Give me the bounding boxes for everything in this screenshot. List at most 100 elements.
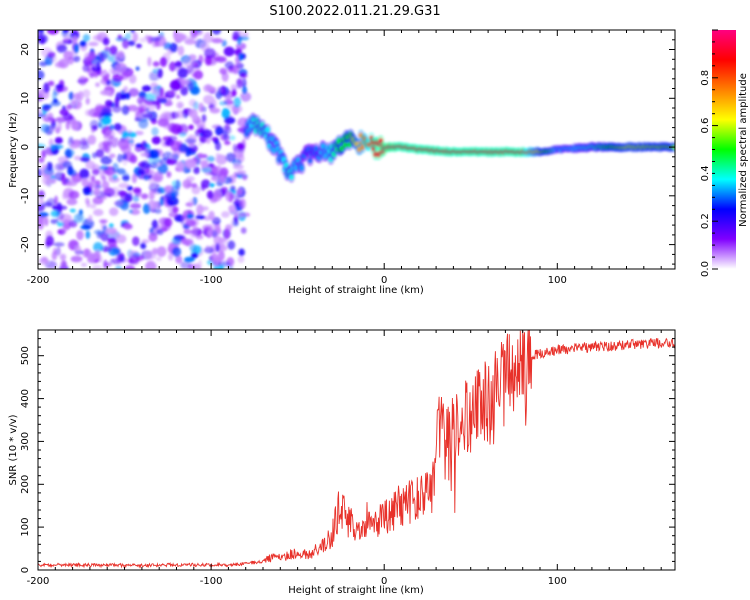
noise-cell <box>159 87 165 97</box>
noise-cell <box>156 246 167 257</box>
noise-cell <box>81 178 89 187</box>
noise-cell <box>132 32 139 43</box>
noise-cell <box>109 207 119 216</box>
noise-cell <box>67 56 74 65</box>
noise-cell <box>204 48 216 59</box>
noise-cell <box>174 32 186 42</box>
noise-cell <box>192 225 198 231</box>
noise-cell <box>108 223 114 229</box>
noise-cell <box>239 36 249 41</box>
noise-cell <box>130 30 136 34</box>
noise-cell <box>114 96 120 108</box>
noise-cell <box>203 94 215 105</box>
noise-cell <box>193 166 201 175</box>
noise-cell <box>168 253 174 261</box>
noise-cell <box>223 89 234 100</box>
noise-cell <box>221 39 227 47</box>
noise-cell <box>157 68 163 79</box>
noise-cell <box>206 190 214 200</box>
noise-cell <box>183 229 192 235</box>
noise-cell <box>38 143 46 149</box>
noise-cell <box>160 195 172 201</box>
noise-cell <box>55 171 62 180</box>
noise-cell <box>167 135 178 142</box>
noise-cell <box>70 119 79 131</box>
noise-cell <box>148 232 158 242</box>
noise-cell <box>155 100 161 110</box>
snr-x-label: Height of straight line (km) <box>288 585 424 596</box>
spectrogram-y-axis: 20 10 0 -10 -20 <box>20 29 675 265</box>
noise-cell <box>223 46 235 57</box>
noise-cell <box>92 34 103 41</box>
noise-cell <box>82 218 95 230</box>
noise-cell <box>93 242 103 253</box>
noise-cell <box>108 68 117 74</box>
noise-cell <box>163 217 173 228</box>
noise-cell <box>232 220 240 227</box>
noise-cell <box>98 112 104 122</box>
noise-cell <box>199 159 209 167</box>
noise-cell <box>152 61 160 67</box>
noise-cell <box>236 78 243 89</box>
noise-cell <box>224 61 235 70</box>
noise-cell <box>123 223 133 230</box>
noise-cell <box>224 228 230 240</box>
noise-cell <box>97 122 103 129</box>
noise-cell <box>120 89 126 96</box>
noise-cell <box>94 180 101 186</box>
noise-cell <box>117 190 127 197</box>
noise-cell <box>207 163 215 168</box>
colorbar-tick-label: 0.6 <box>700 118 711 134</box>
noise-cell <box>167 122 178 133</box>
noise-cell <box>64 147 75 159</box>
noise-cell <box>209 183 215 188</box>
noise-cell <box>148 190 155 201</box>
noise-cell <box>151 219 159 229</box>
noise-cell <box>235 42 247 50</box>
noise-cell <box>42 175 51 186</box>
noise-cell <box>149 149 160 159</box>
noise-cell <box>131 254 140 265</box>
spectrogram-frame <box>37 29 676 270</box>
x-tick-label: -100 <box>200 576 223 587</box>
noise-cell <box>77 90 84 101</box>
noise-cell <box>87 174 95 184</box>
noise-cell <box>65 180 78 187</box>
noise-cell <box>208 210 215 221</box>
noise-cell <box>137 97 144 105</box>
noise-cell <box>161 111 172 121</box>
noise-cell <box>38 92 45 103</box>
noise-cell <box>242 86 248 94</box>
x-tick-label: 0 <box>381 576 387 587</box>
ridge-cell <box>265 126 270 133</box>
noise-cell <box>233 97 242 108</box>
noise-cell <box>207 86 217 93</box>
noise-cell <box>124 32 132 41</box>
noise-cell <box>101 107 112 117</box>
noise-cell <box>134 130 144 136</box>
noise-cell <box>42 104 53 109</box>
noise-cell <box>96 51 108 62</box>
noise-cell <box>240 91 252 102</box>
noise-cell <box>38 107 42 114</box>
noise-cell <box>215 141 221 151</box>
noise-cell <box>82 186 91 196</box>
noise-cell <box>176 101 184 109</box>
noise-cell <box>72 35 78 45</box>
noise-cell <box>215 126 224 136</box>
noise-cell <box>240 227 247 234</box>
noise-cell <box>54 162 65 172</box>
noise-cell <box>210 136 218 142</box>
noise-cell <box>174 161 187 173</box>
noise-cell <box>88 108 100 118</box>
noise-cell <box>165 186 171 196</box>
noise-cell <box>80 262 87 267</box>
noise-cell <box>184 38 196 45</box>
noise-cell <box>140 152 149 157</box>
noise-cell <box>50 144 55 152</box>
noise-cell <box>128 40 136 46</box>
noise-cell <box>211 37 223 44</box>
noise-cell <box>242 174 248 181</box>
noise-cell <box>89 203 97 209</box>
noise-cell <box>39 61 48 67</box>
